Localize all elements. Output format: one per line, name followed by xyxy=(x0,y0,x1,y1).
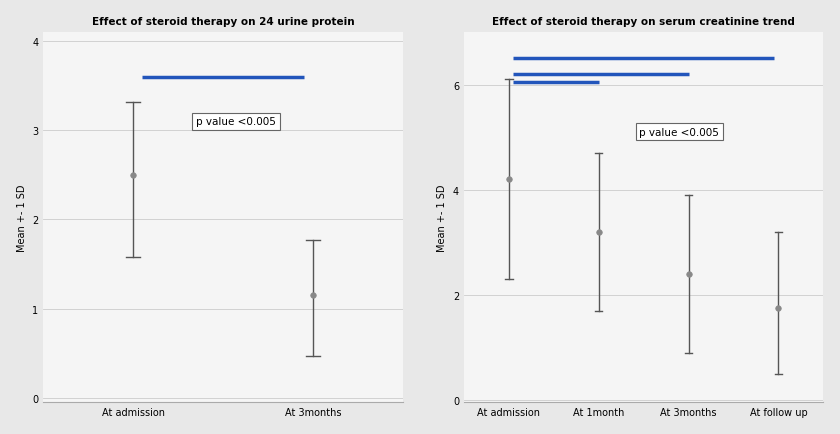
Text: p value <0.005: p value <0.005 xyxy=(639,128,719,138)
Title: Effect of steroid therapy on serum creatinine trend: Effect of steroid therapy on serum creat… xyxy=(492,16,795,26)
Y-axis label: Mean +- 1 SD: Mean +- 1 SD xyxy=(17,184,27,251)
Title: Effect of steroid therapy on 24 urine protein: Effect of steroid therapy on 24 urine pr… xyxy=(92,16,354,26)
Text: p value <0.005: p value <0.005 xyxy=(196,117,276,127)
Y-axis label: Mean +- 1 SD: Mean +- 1 SD xyxy=(438,184,448,251)
